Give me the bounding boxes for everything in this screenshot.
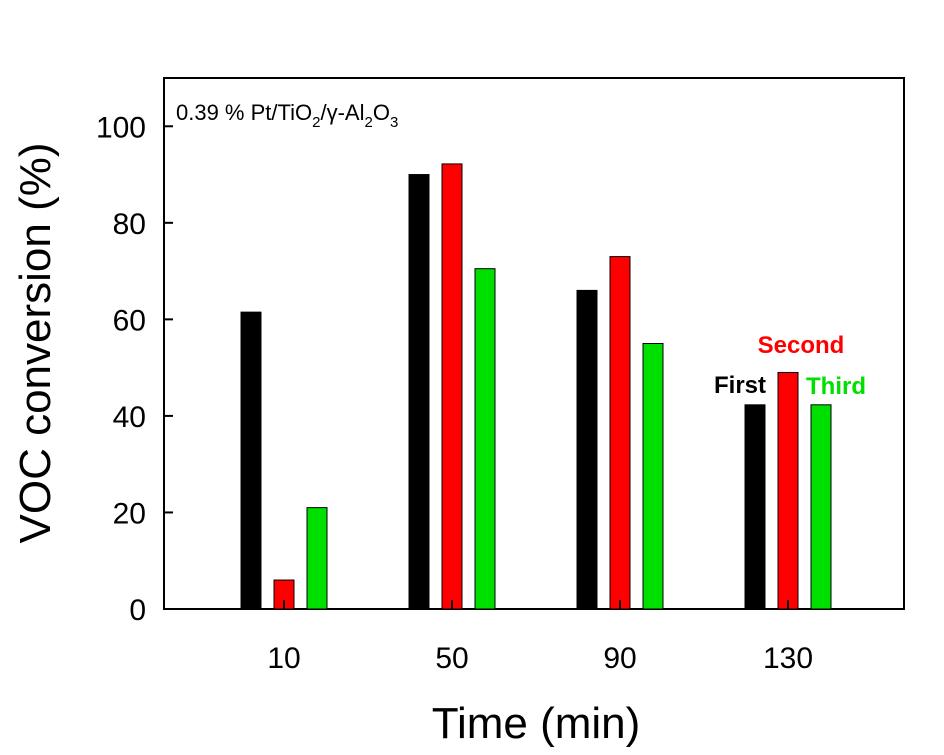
- bars-group: [240, 163, 832, 610]
- plot-frame: [163, 77, 905, 610]
- bar-third-130: [810, 404, 832, 610]
- series-label-second: Second: [758, 332, 845, 359]
- y-tick-label: 40: [113, 401, 146, 434]
- bar-first-50: [408, 174, 430, 610]
- x-tick-label: 10: [267, 642, 300, 675]
- series-label-third: Third: [806, 373, 866, 400]
- y-tick-label: 20: [113, 497, 146, 530]
- y-axis-title: VOC conversion (%): [11, 142, 60, 543]
- x-axis-title: Time (min): [432, 699, 641, 748]
- bar-first-10: [240, 311, 262, 610]
- bar-third-90: [642, 343, 664, 610]
- y-tick-label: 80: [113, 208, 146, 241]
- x-axis: 10 50 90 130: [267, 600, 813, 675]
- bar-third-10: [306, 507, 328, 610]
- series-label-first: First: [714, 372, 766, 399]
- bar-second-130: [777, 371, 799, 610]
- annotation-label: 0.39 % Pt/TiO2/γ-Al2O3: [176, 100, 398, 131]
- bar-first-90: [576, 289, 598, 610]
- x-tick-label: 50: [435, 642, 468, 675]
- bar-first-130: [744, 404, 766, 610]
- y-tick-label: 100: [96, 111, 146, 144]
- bar-third-50: [474, 268, 496, 610]
- x-tick-label: 90: [603, 642, 636, 675]
- x-tick-label: 130: [763, 642, 813, 675]
- bar-second-50: [441, 163, 463, 610]
- bar-second-90: [609, 256, 631, 610]
- y-axis: 0 20 40 60 80 100: [96, 111, 173, 627]
- y-tick-label: 0: [129, 594, 146, 627]
- y-tick-label: 60: [113, 304, 146, 337]
